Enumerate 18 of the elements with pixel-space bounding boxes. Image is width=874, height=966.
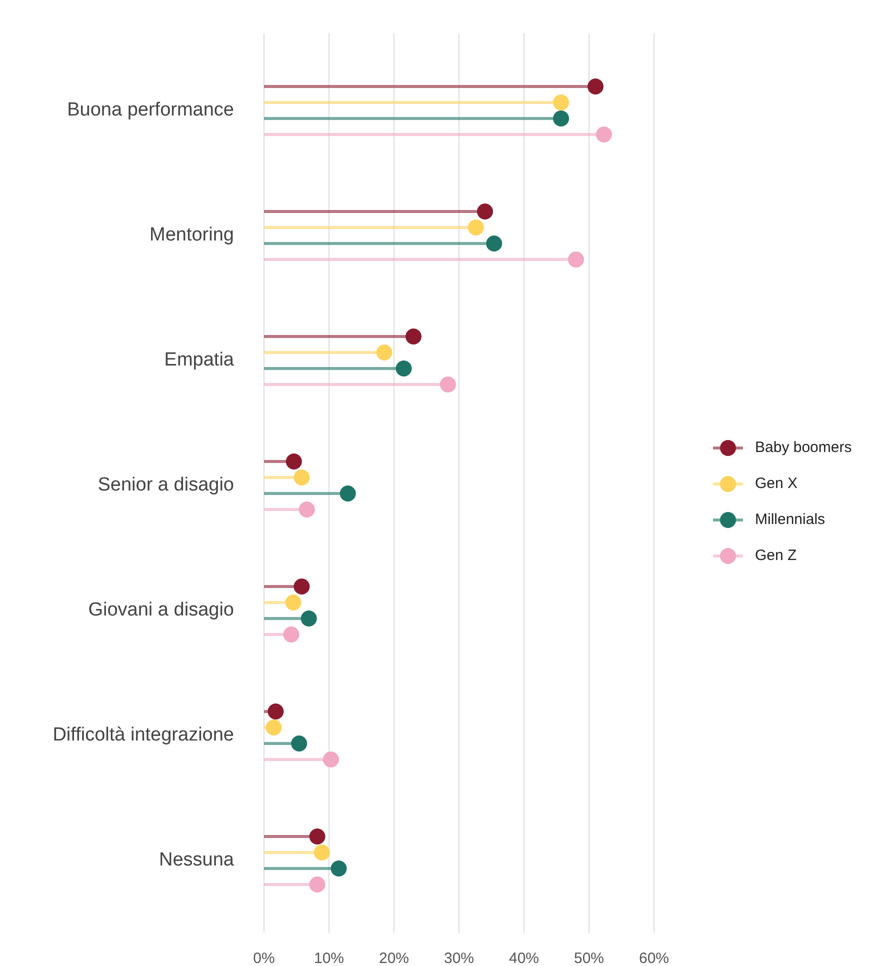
x-tick-label: 30% xyxy=(444,950,474,966)
x-tick-label: 50% xyxy=(574,950,604,966)
x-tick-label: 40% xyxy=(508,950,540,966)
legend-label: Baby boomers xyxy=(755,438,852,456)
y-tick-label: Mentoring xyxy=(150,224,234,246)
legend-label: Millennials xyxy=(755,510,826,528)
legend-label: Gen X xyxy=(755,474,798,492)
y-tick-label: Buona performance xyxy=(67,100,234,121)
y-tick-label: Nessuna xyxy=(159,850,234,871)
x-tick-label: 60% xyxy=(638,950,670,966)
x-tick-label: 20% xyxy=(378,950,410,966)
x-tick-label: 0% xyxy=(253,950,275,966)
legend-label: Gen Z xyxy=(755,546,797,564)
y-tick-label: Empatia xyxy=(164,350,234,371)
y-tick-label: Giovani a disagio xyxy=(88,600,234,621)
y-tick-label: Senior a disagio xyxy=(98,474,234,496)
x-tick-label: 10% xyxy=(314,950,344,966)
y-tick-label: Difficoltà integrazione xyxy=(52,724,234,746)
